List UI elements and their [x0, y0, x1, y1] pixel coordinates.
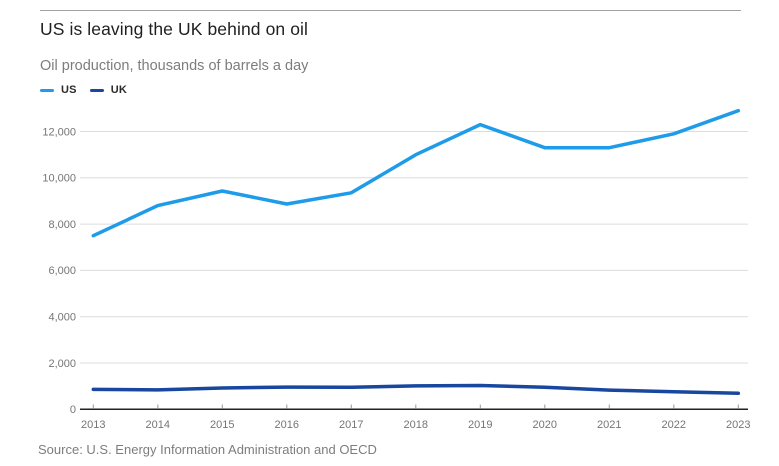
- y-tick-label: 2,000: [48, 358, 76, 370]
- x-tick-label: 2015: [210, 419, 234, 431]
- x-tick-label: 2018: [404, 419, 428, 431]
- legend-label-uk: UK: [110, 84, 127, 96]
- y-tick-label: 10,000: [42, 173, 76, 185]
- y-tick-label: 0: [70, 404, 76, 416]
- us-data-line: [91, 108, 741, 238]
- x-tick-label: 2022: [662, 419, 686, 431]
- source-attribution: Source: U.S. Energy Information Administ…: [38, 442, 377, 457]
- uk-data-line: [91, 383, 741, 396]
- x-tick-label: 2023: [726, 419, 750, 431]
- y-tick-label: 4,000: [48, 312, 76, 324]
- uk-line-swatch: [89, 88, 104, 92]
- x-tick-label: 2021: [597, 419, 621, 431]
- us-line-swatch: [40, 88, 54, 92]
- legend-item-us: US: [40, 84, 77, 96]
- x-tick-label: 2016: [275, 419, 299, 431]
- legend: US UK: [40, 84, 127, 96]
- y-tick-label: 12,000: [42, 126, 76, 138]
- x-tick-label: 2020: [533, 419, 557, 431]
- y-tick-label: 8,000: [48, 219, 76, 231]
- x-tick-label: 2013: [81, 419, 105, 431]
- x-tick-label: 2019: [468, 419, 492, 431]
- y-tick-label: 6,000: [48, 265, 76, 277]
- chart-subtitle: Oil production, thousands of barrels a d…: [40, 58, 309, 74]
- legend-item-uk: UK: [89, 84, 127, 96]
- top-divider: [40, 10, 741, 11]
- chart-title: US is leaving the UK behind on oil: [40, 19, 309, 39]
- x-tick-label: 2017: [339, 419, 363, 431]
- x-tick-label: 2014: [146, 419, 170, 431]
- legend-label-us: US: [61, 84, 77, 96]
